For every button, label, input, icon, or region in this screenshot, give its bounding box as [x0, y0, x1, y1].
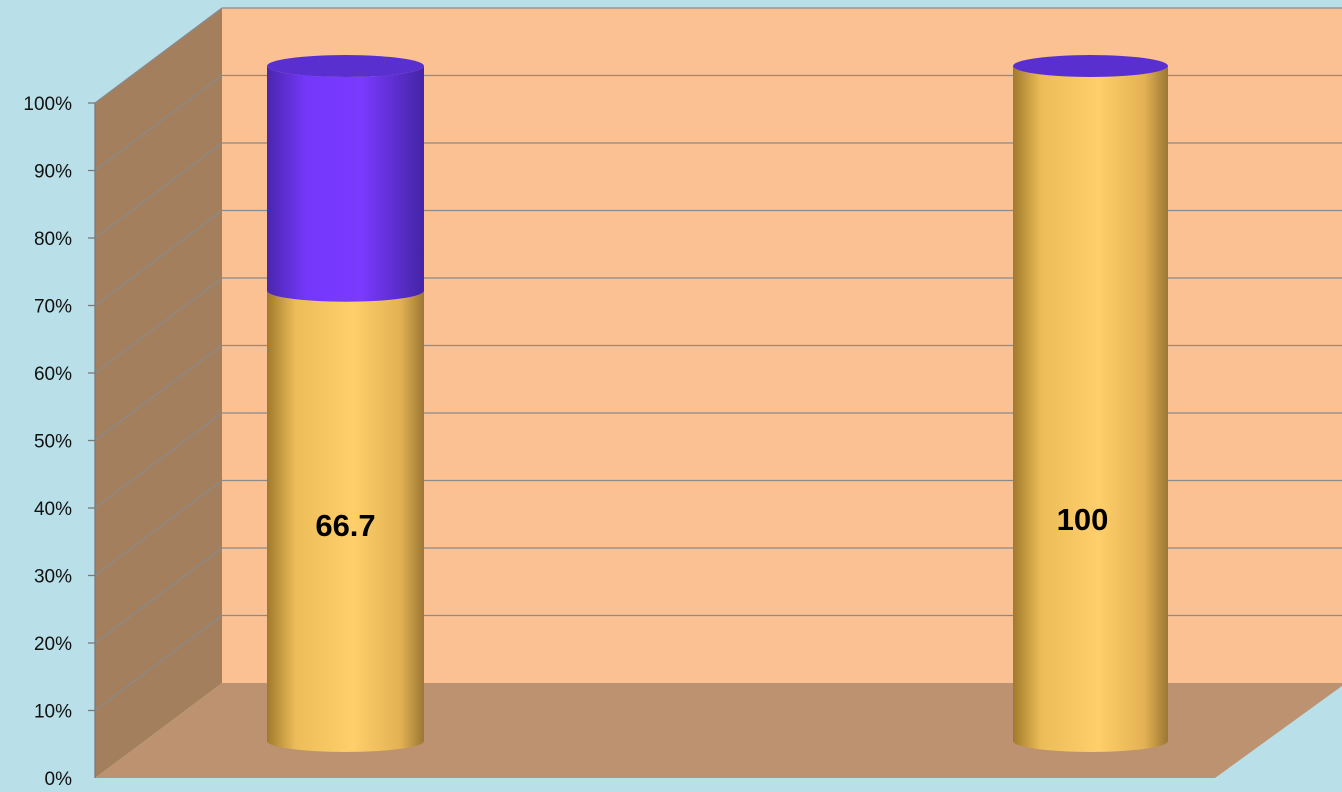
y-tick-label: 80%	[34, 229, 72, 250]
bar-0-series-0	[267, 290, 424, 752]
gridline-side	[94, 74, 223, 172]
y-tick-label: 50%	[34, 432, 72, 453]
y-tick-label: 90%	[34, 162, 72, 183]
bars	[267, 55, 1168, 753]
y-tick-label: 10%	[34, 702, 72, 723]
y-tick-label: 0%	[45, 769, 73, 790]
gridline-side	[94, 614, 223, 712]
gridline-side	[94, 479, 223, 577]
gridline-side	[94, 209, 223, 307]
y-tick-label: 20%	[34, 634, 72, 655]
bar-1-top-cap	[1013, 55, 1168, 77]
y-tick-label: 70%	[34, 297, 72, 318]
y-tick-label: 60%	[34, 364, 72, 385]
bar-0-top-cap	[267, 55, 424, 77]
bar-0-series-1	[267, 66, 424, 302]
y-tick-labels: 0% 10% 20% 30% 40% 50% 60% 70% 80% 90% 100%	[23, 94, 72, 790]
gridline-side	[94, 412, 223, 509]
y-tick-label: 30%	[34, 567, 72, 588]
y-tick-label: 100%	[23, 94, 72, 115]
y-tick-label: 40%	[34, 499, 72, 520]
gridline-side	[94, 7, 223, 104]
gridline-side	[94, 142, 223, 239]
data-label-1: 100	[1057, 502, 1109, 537]
data-labels: 66.7 100	[315, 502, 1108, 543]
gridline-side	[94, 344, 223, 442]
bar-1-series-0	[1013, 66, 1168, 753]
data-label-0: 66.7	[315, 508, 375, 543]
gridline-side	[94, 277, 223, 374]
gridline-side	[94, 547, 223, 644]
